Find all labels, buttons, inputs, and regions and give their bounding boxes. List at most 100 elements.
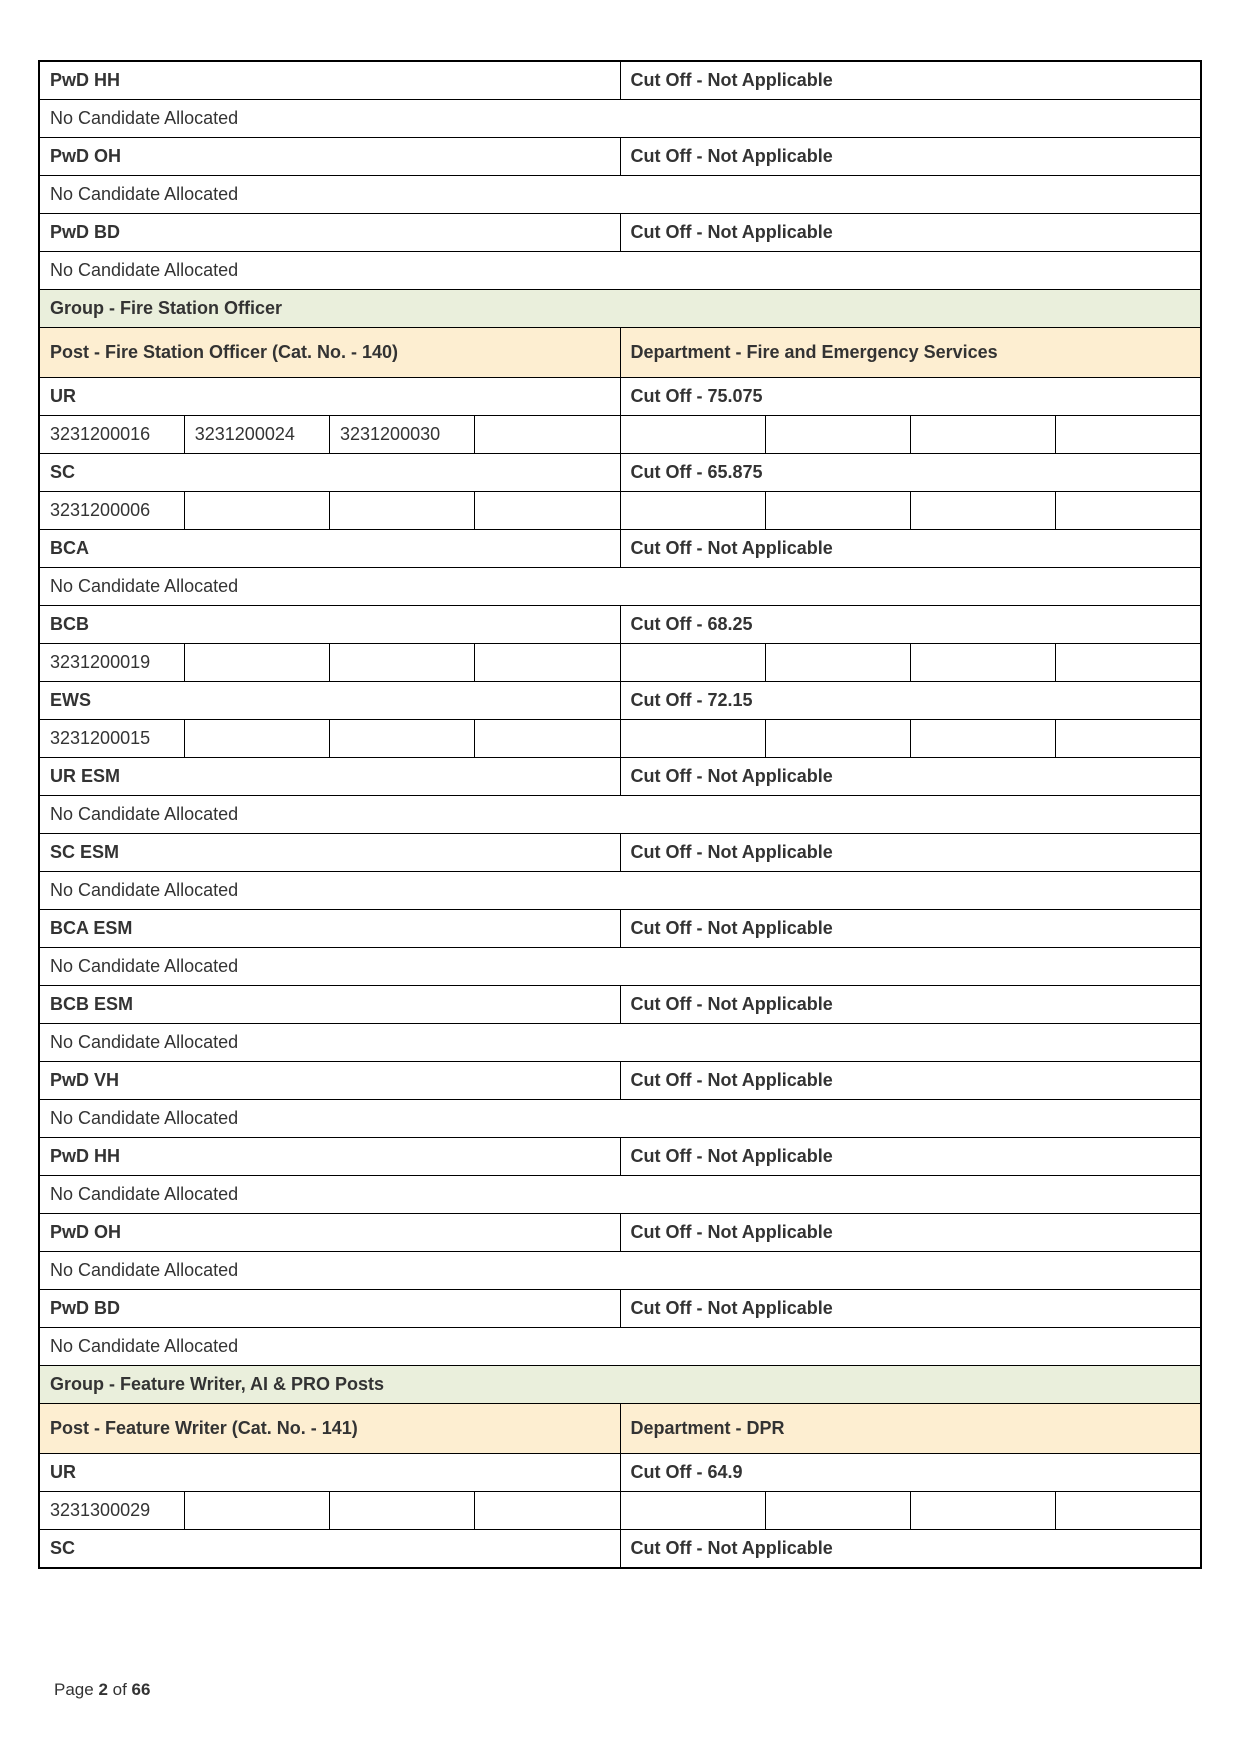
- roll-number-cell: 3231300029: [39, 1492, 184, 1530]
- note-row: No Candidate Allocated: [39, 176, 1201, 214]
- category-label: UR: [39, 378, 620, 416]
- table-row: URCut Off - 64.9: [39, 1454, 1201, 1492]
- cutoff-label: Cut Off - 64.9: [620, 1454, 1201, 1492]
- roll-number-cell: [765, 1492, 910, 1530]
- note-row: No Candidate Allocated: [39, 1100, 1201, 1138]
- category-label: SC: [39, 454, 620, 492]
- roll-number-cell: [1056, 492, 1201, 530]
- table-row: No Candidate Allocated: [39, 872, 1201, 910]
- table-row: No Candidate Allocated: [39, 796, 1201, 834]
- category-label: PwD OH: [39, 1214, 620, 1252]
- department-label: Department - Fire and Emergency Services: [620, 328, 1201, 378]
- category-label: UR ESM: [39, 758, 620, 796]
- table-row: Post - Fire Station Officer (Cat. No. - …: [39, 328, 1201, 378]
- table-row: PwD HHCut Off - Not Applicable: [39, 1138, 1201, 1176]
- roll-number-cell: [911, 1492, 1056, 1530]
- cutoff-label: Cut Off - 72.15: [620, 682, 1201, 720]
- cutoff-label: Cut Off - Not Applicable: [620, 1530, 1201, 1569]
- roll-number-cell: [620, 644, 765, 682]
- footer-current: 2: [98, 1680, 107, 1699]
- footer-prefix: Page: [54, 1680, 98, 1699]
- table-row: No Candidate Allocated: [39, 1100, 1201, 1138]
- table-row: BCB ESMCut Off - Not Applicable: [39, 986, 1201, 1024]
- roll-number-cell: [765, 492, 910, 530]
- table-row: SC ESMCut Off - Not Applicable: [39, 834, 1201, 872]
- table-row: Group - Fire Station Officer: [39, 290, 1201, 328]
- category-label: EWS: [39, 682, 620, 720]
- cutoff-label: Cut Off - Not Applicable: [620, 1062, 1201, 1100]
- table-row: PwD VHCut Off - Not Applicable: [39, 1062, 1201, 1100]
- table-row: PwD OHCut Off - Not Applicable: [39, 138, 1201, 176]
- roll-number-cell: [911, 720, 1056, 758]
- table-row: BCACut Off - Not Applicable: [39, 530, 1201, 568]
- table-row: PwD BDCut Off - Not Applicable: [39, 1290, 1201, 1328]
- roll-number-cell: [620, 416, 765, 454]
- note-row: No Candidate Allocated: [39, 1252, 1201, 1290]
- roll-number-cell: [184, 644, 329, 682]
- table-row: URCut Off - 75.075: [39, 378, 1201, 416]
- table-row: No Candidate Allocated: [39, 948, 1201, 986]
- category-label: PwD VH: [39, 1062, 620, 1100]
- roll-number-cell: [475, 644, 620, 682]
- roll-number-cell: 3231200024: [184, 416, 329, 454]
- roll-number-cell: [620, 720, 765, 758]
- category-label: SC ESM: [39, 834, 620, 872]
- footer-of: of: [108, 1680, 132, 1699]
- cutoff-label: Cut Off - 68.25: [620, 606, 1201, 644]
- footer-total: 66: [132, 1680, 151, 1699]
- post-label: Post - Feature Writer (Cat. No. - 141): [39, 1404, 620, 1454]
- table-row: 3231300029: [39, 1492, 1201, 1530]
- roll-number-cell: [911, 644, 1056, 682]
- roll-number-cell: [184, 720, 329, 758]
- roll-number-cell: [620, 1492, 765, 1530]
- cutoff-label: Cut Off - Not Applicable: [620, 61, 1201, 100]
- roll-number-cell: [765, 644, 910, 682]
- table-row: 3231200006: [39, 492, 1201, 530]
- table-row: No Candidate Allocated: [39, 1024, 1201, 1062]
- table-row: No Candidate Allocated: [39, 568, 1201, 606]
- note-row: No Candidate Allocated: [39, 252, 1201, 290]
- note-row: No Candidate Allocated: [39, 100, 1201, 138]
- cutoff-label: Cut Off - 65.875: [620, 454, 1201, 492]
- cutoff-label: Cut Off - Not Applicable: [620, 138, 1201, 176]
- roll-number-cell: [620, 492, 765, 530]
- roll-number-cell: 3231200030: [330, 416, 475, 454]
- table-row: No Candidate Allocated: [39, 176, 1201, 214]
- roll-number-cell: [330, 1492, 475, 1530]
- table-row: Post - Feature Writer (Cat. No. - 141)De…: [39, 1404, 1201, 1454]
- category-label: PwD BD: [39, 1290, 620, 1328]
- category-label: BCB: [39, 606, 620, 644]
- roll-number-cell: [765, 720, 910, 758]
- cutoff-label: Cut Off - Not Applicable: [620, 1138, 1201, 1176]
- roll-number-cell: [1056, 720, 1201, 758]
- roll-number-cell: [475, 492, 620, 530]
- table-row: No Candidate Allocated: [39, 1252, 1201, 1290]
- roll-number-cell: [911, 492, 1056, 530]
- note-row: No Candidate Allocated: [39, 1024, 1201, 1062]
- note-row: No Candidate Allocated: [39, 796, 1201, 834]
- post-label: Post - Fire Station Officer (Cat. No. - …: [39, 328, 620, 378]
- cutoff-label: Cut Off - Not Applicable: [620, 910, 1201, 948]
- cutoff-label: Cut Off - Not Applicable: [620, 834, 1201, 872]
- cutoff-label: Cut Off - Not Applicable: [620, 530, 1201, 568]
- category-label: BCA: [39, 530, 620, 568]
- roll-number-cell: [330, 492, 475, 530]
- roll-number-cell: 3231200015: [39, 720, 184, 758]
- roll-number-cell: 3231200016: [39, 416, 184, 454]
- roll-number-cell: [330, 720, 475, 758]
- allocation-table: PwD HHCut Off - Not ApplicableNo Candida…: [38, 60, 1202, 1569]
- category-label: UR: [39, 1454, 620, 1492]
- table-row: SCCut Off - Not Applicable: [39, 1530, 1201, 1569]
- table-row: No Candidate Allocated: [39, 252, 1201, 290]
- roll-number-cell: [765, 416, 910, 454]
- table-row: BCBCut Off - 68.25: [39, 606, 1201, 644]
- note-row: No Candidate Allocated: [39, 1176, 1201, 1214]
- cutoff-label: Cut Off - Not Applicable: [620, 758, 1201, 796]
- table-row: No Candidate Allocated: [39, 1328, 1201, 1366]
- roll-number-cell: 3231200006: [39, 492, 184, 530]
- table-row: PwD BDCut Off - Not Applicable: [39, 214, 1201, 252]
- group-header: Group - Feature Writer, AI & PRO Posts: [39, 1366, 1201, 1404]
- table-row: SCCut Off - 65.875: [39, 454, 1201, 492]
- category-label: PwD HH: [39, 1138, 620, 1176]
- roll-number-cell: [184, 492, 329, 530]
